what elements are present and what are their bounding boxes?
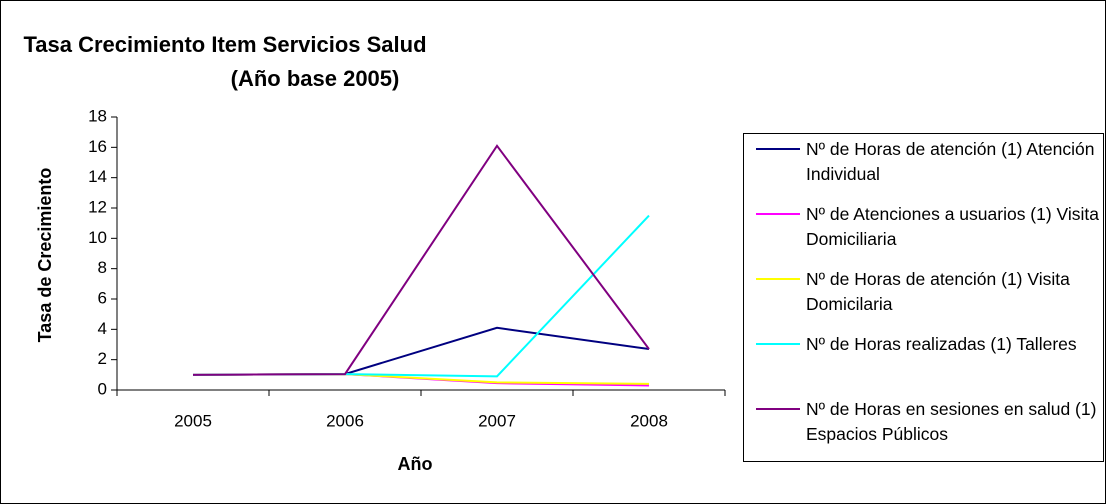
y-tick-label: 14 (88, 167, 107, 186)
legend-entry: Nº de Atenciones a usuarios (1) Visita D… (744, 199, 1103, 264)
chart-subtitle: (Año base 2005) (231, 66, 400, 91)
x-tick-label: 2008 (630, 411, 668, 430)
x-axis-label: Año (398, 454, 433, 474)
legend-label: Nº de Horas de atención (1) Visita Domic… (806, 269, 1070, 314)
x-tick-label: 2006 (326, 411, 364, 430)
legend-swatch (756, 278, 800, 280)
legend-swatch (756, 343, 800, 345)
y-tick-label: 0 (98, 379, 107, 398)
y-tick-label: 6 (98, 288, 107, 307)
y-tick-label: 4 (98, 319, 107, 338)
y-tick-label: 12 (88, 197, 107, 216)
y-tick-label: 10 (88, 228, 107, 247)
legend-label: Nº de Horas en sesiones en salud (1) Esp… (806, 399, 1097, 444)
legend-label: Nº de Horas de atención (1) Atención Ind… (806, 139, 1095, 184)
x-tick-label: 2005 (174, 411, 212, 430)
legend-swatch (756, 148, 800, 150)
legend-label: Nº de Horas realizadas (1) Talleres (806, 334, 1077, 354)
y-axis-label: Tasa de Crecimiento (35, 168, 55, 343)
legend-label: Nº de Atenciones a usuarios (1) Visita D… (806, 204, 1100, 249)
legend-entry: Nº de Horas en sesiones en salud (1) Esp… (744, 394, 1103, 459)
series-line (192, 144, 650, 376)
legend-entry: Nº de Horas realizadas (1) Talleres (744, 329, 1103, 394)
y-tick-label: 2 (98, 349, 107, 368)
x-tick-label: 2007 (478, 411, 516, 430)
legend-entry: Nº de Horas de atención (1) Visita Domic… (744, 264, 1103, 329)
y-tick-label: 8 (98, 258, 107, 277)
y-tick-label: 16 (88, 137, 107, 156)
chart-title: Tasa Crecimiento Item Servicios Salud (23, 32, 426, 57)
legend-swatch (756, 213, 800, 215)
legend-swatch (756, 408, 800, 410)
legend: Nº de Horas de atención (1) Atención Ind… (743, 133, 1104, 462)
y-tick-label: 18 (88, 106, 107, 125)
legend-entry: Nº de Horas de atención (1) Atención Ind… (744, 134, 1103, 199)
